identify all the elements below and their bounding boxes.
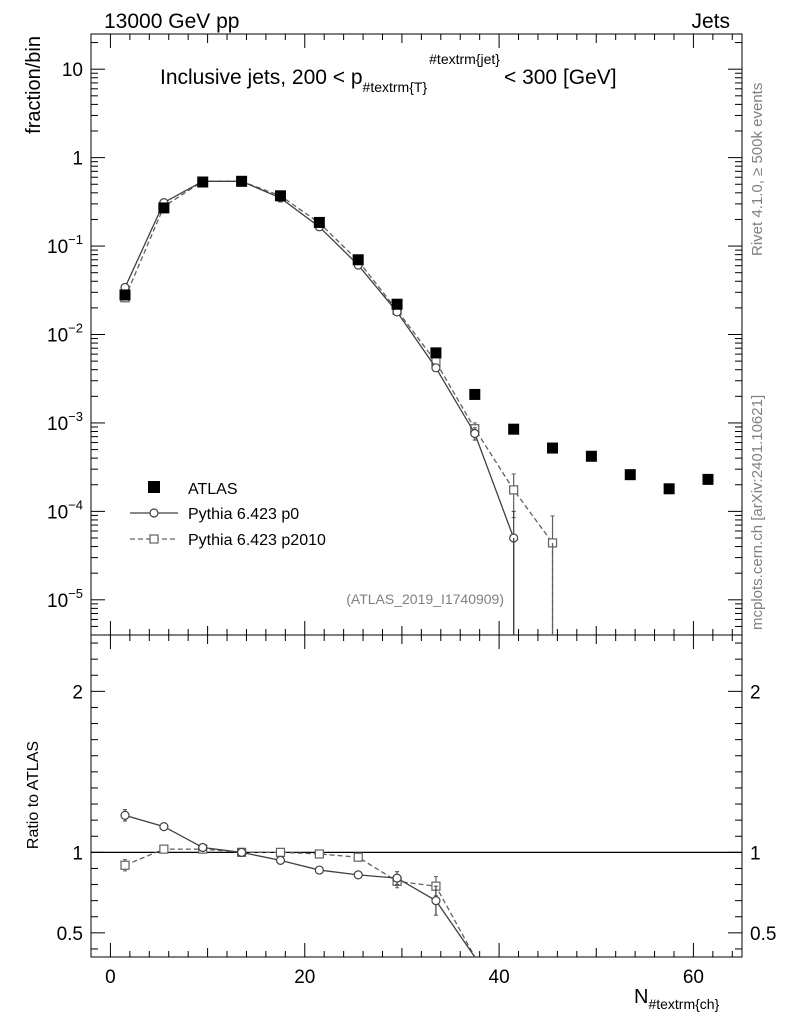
- main-ytick-label: 10−5: [47, 586, 83, 612]
- ratio-ytick-label-right: 1: [750, 843, 761, 864]
- main-atlas-point: [430, 347, 442, 359]
- main-ytick-label: 10−2: [47, 321, 83, 347]
- xtick-label: 0: [105, 967, 116, 988]
- main-atlas-point: [352, 254, 364, 266]
- ratio-p0-point: [237, 847, 247, 857]
- legend-marker-p2010: [149, 534, 159, 544]
- axis-ticks: 0 20 40 60 10 1 10−1 10−2 10−3 10−4 10−5 2 2 1 1 0.5 0.5: [47, 34, 776, 988]
- legend-label-p0: Pythia 6.423 p0: [188, 506, 299, 523]
- ratio-p0-point: [275, 855, 286, 866]
- legend: ATLAS Pythia 6.423 p0 Pythia 6.423 p2010: [130, 481, 326, 549]
- main-atlas-point: [547, 442, 559, 454]
- main-ytick-label: 10−3: [47, 409, 83, 435]
- ratio-p2010-point: [275, 847, 286, 857]
- header-right: Jets: [691, 10, 730, 33]
- legend-label-p2010: Pythia 6.423 p2010: [188, 532, 326, 549]
- main-p0-line: [124, 180, 515, 539]
- ratio-p2010-point: [353, 852, 363, 862]
- main-atlas-point: [236, 175, 248, 187]
- ratio-p0-line: [124, 814, 476, 958]
- ratio-panel-frame: [90, 634, 743, 958]
- ratio-p2010-line: [124, 848, 476, 958]
- main-p0-point: [470, 428, 480, 439]
- main-atlas-point: [119, 289, 131, 301]
- mcplots-label: mcplots.cern.ch [arXiv:2401.10621]: [749, 395, 766, 630]
- main-atlas-point: [391, 298, 403, 310]
- main-atlas-point: [663, 483, 675, 495]
- main-atlas-point: [585, 450, 597, 462]
- main-ytick-label: 10: [62, 60, 83, 81]
- main-p0-point: [431, 363, 441, 373]
- header-left: 13000 GeV pp: [104, 10, 239, 33]
- ratio-p0-point: [120, 810, 130, 820]
- legend-marker-atlas: [148, 481, 160, 493]
- main-atlas-point: [469, 388, 481, 400]
- title-sup: #textrm{jet}: [429, 51, 500, 67]
- ratio-p0-point: [353, 870, 363, 880]
- main-title: Inclusive jets, 200 < p#textrm{T}#textrm…: [160, 51, 617, 95]
- main-ytick-label: 1: [72, 149, 83, 170]
- xtick-label: 20: [294, 967, 315, 988]
- legend-marker-p0: [149, 508, 159, 518]
- chart-marks: [91, 175, 742, 958]
- ratio-p2010-point: [314, 849, 324, 859]
- main-ytick-label: 10−1: [47, 232, 83, 258]
- analysis-label: (ATLAS_2019_I1740909): [346, 591, 504, 607]
- ratio-ytick-label-right: 0.5: [750, 924, 776, 945]
- main-atlas-point: [508, 423, 520, 435]
- ratio-ytick-label-left: 1: [72, 843, 83, 864]
- legend-label-atlas: ATLAS: [188, 481, 238, 498]
- ratio-ytick-label-right: 2: [750, 682, 761, 703]
- main-atlas-point: [158, 202, 170, 214]
- main-atlas-point: [624, 469, 636, 481]
- ratio-p2010-point: [120, 860, 130, 870]
- ratio-p0-point: [159, 821, 169, 832]
- title-tail: < 300 [GeV]: [504, 66, 617, 89]
- ratio-p0-point: [392, 873, 402, 883]
- ratio-p0-point: [431, 896, 441, 906]
- main-atlas-point: [313, 216, 325, 228]
- title-sub: #textrm{T}: [363, 79, 428, 95]
- main-ylabel: fraction/bin: [23, 36, 45, 134]
- ratio-p0-point: [314, 865, 324, 875]
- xlabel-sub: #textrm{ch}: [648, 996, 719, 1012]
- main-atlas-point: [702, 473, 714, 485]
- main-ytick-label: 10−4: [47, 497, 83, 523]
- ratio-ytick-label-left: 2: [72, 682, 83, 703]
- xlabel: N#textrm{ch}: [634, 986, 720, 1012]
- title-main: Inclusive jets, 200 < p: [160, 66, 363, 89]
- xlabel-main: N: [634, 986, 648, 1008]
- main-atlas-point: [197, 176, 209, 188]
- ratio-p0-point: [198, 842, 208, 853]
- ratio-p2010-point: [159, 844, 169, 854]
- ratio-ylabel: Ratio to ATLAS: [25, 741, 42, 849]
- xtick-label: 40: [489, 967, 510, 988]
- ratio-ytick-label-left: 0.5: [57, 924, 83, 945]
- main-p2010-point: [509, 485, 519, 495]
- xtick-label: 60: [683, 967, 704, 988]
- rivet-label: Rivet 4.1.0, ≥ 500k events: [749, 83, 766, 256]
- main-atlas-point: [274, 190, 286, 202]
